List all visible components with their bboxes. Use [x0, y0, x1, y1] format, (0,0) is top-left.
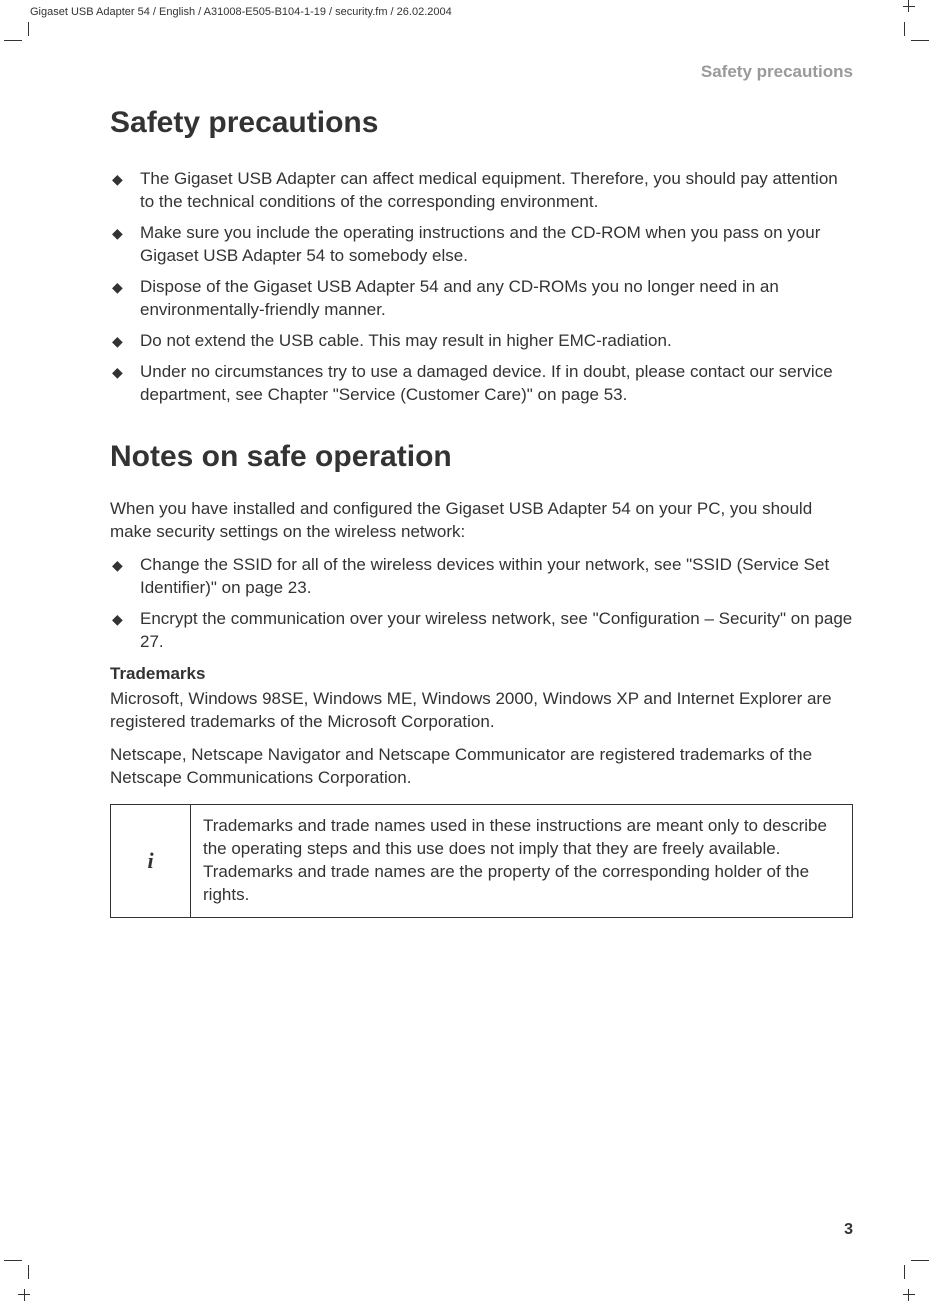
crop-mark	[28, 1265, 29, 1279]
safety-bullet-item: The Gigaset USB Adapter can affect medic…	[110, 168, 853, 214]
info-note-text: Trademarks and trade names used in these…	[191, 805, 852, 917]
running-head: Safety precautions	[110, 62, 853, 82]
crop-mark	[904, 22, 905, 36]
safety-bullet-item: Do not extend the USB cable. This may re…	[110, 330, 853, 353]
crop-mark	[4, 1260, 22, 1261]
print-header: Gigaset USB Adapter 54 / English / A3100…	[30, 6, 452, 18]
heading-notes-safe-operation: Notes on safe operation	[110, 440, 853, 474]
notes-intro-paragraph: When you have installed and configured t…	[110, 498, 853, 544]
info-note-box: i Trademarks and trade names used in the…	[110, 804, 853, 918]
trademarks-paragraph-1: Microsoft, Windows 98SE, Windows ME, Win…	[110, 688, 853, 734]
safety-bullet-item: Dispose of the Gigaset USB Adapter 54 an…	[110, 276, 853, 322]
crop-mark	[28, 22, 29, 36]
info-icon: i	[111, 805, 191, 917]
safety-bullet-item: Make sure you include the operating inst…	[110, 222, 853, 268]
trademarks-paragraph-2: Netscape, Netscape Navigator and Netscap…	[110, 744, 853, 790]
safety-bullet-item: Under no circumstances try to use a dama…	[110, 361, 853, 407]
crop-mark	[4, 40, 22, 41]
notes-bullet-list: Change the SSID for all of the wireless …	[110, 554, 853, 654]
safety-bullet-list: The Gigaset USB Adapter can affect medic…	[110, 168, 853, 406]
page-content: Safety precautions Safety precautions Th…	[30, 40, 903, 1261]
crop-mark	[904, 1265, 905, 1279]
notes-bullet-item: Change the SSID for all of the wireless …	[110, 554, 853, 600]
crop-mark	[908, 1289, 909, 1301]
crop-mark	[911, 1260, 929, 1261]
crop-mark	[911, 40, 929, 41]
crop-mark	[24, 1289, 25, 1301]
notes-bullet-item: Encrypt the communication over your wire…	[110, 608, 853, 654]
heading-safety-precautions: Safety precautions	[110, 106, 853, 140]
page-number: 3	[844, 1221, 853, 1239]
crop-mark	[903, 1294, 915, 1295]
crop-mark	[903, 6, 915, 7]
trademarks-heading: Trademarks	[110, 664, 853, 684]
crop-mark	[908, 0, 909, 12]
